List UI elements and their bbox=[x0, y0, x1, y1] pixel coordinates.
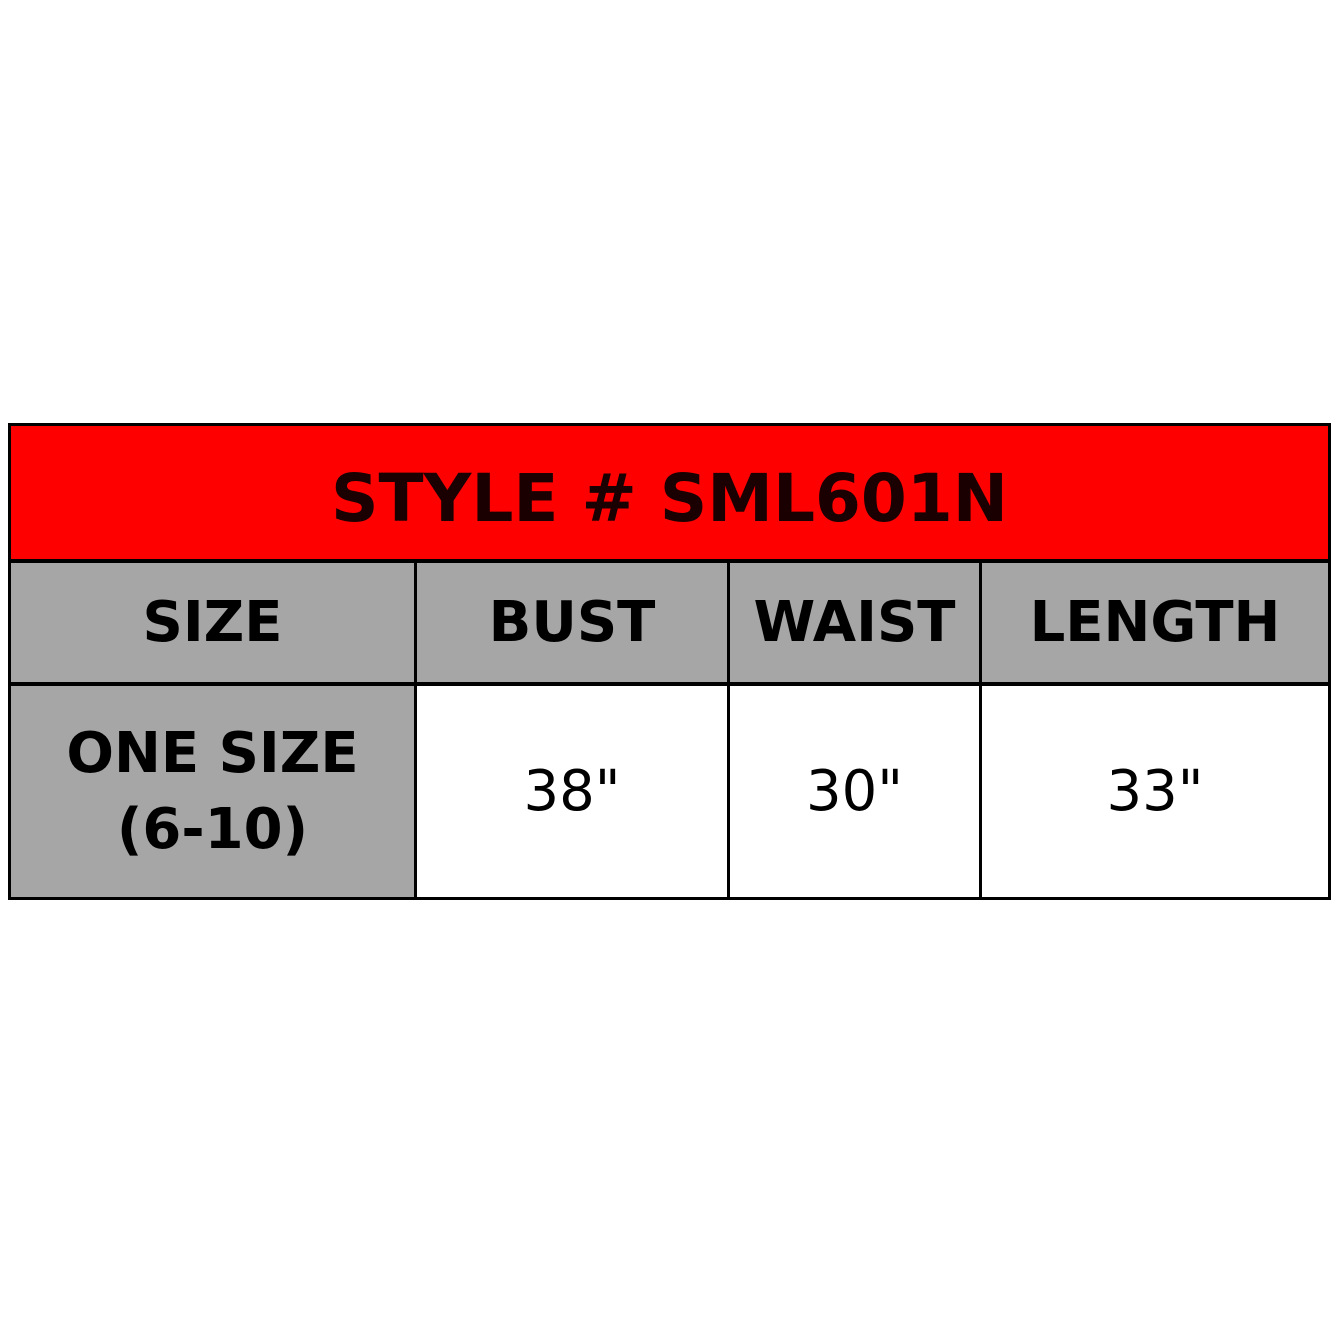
header-length: LENGTH bbox=[982, 563, 1328, 682]
size-chart-table: STYLE # SML601N SIZE BUST WAIST LENGTH O… bbox=[8, 423, 1331, 900]
header-waist: WAIST bbox=[730, 563, 982, 682]
header-row: SIZE BUST WAIST LENGTH bbox=[11, 563, 1328, 686]
size-range: (6-10) bbox=[116, 796, 309, 862]
header-bust: BUST bbox=[417, 563, 730, 682]
size-label: ONE SIZE bbox=[66, 720, 359, 786]
size-cell: ONE SIZE (6-10) bbox=[11, 686, 417, 897]
length-value: 33" bbox=[982, 686, 1328, 897]
style-title: STYLE # SML601N bbox=[11, 426, 1328, 563]
waist-value: 30" bbox=[730, 686, 982, 897]
header-size: SIZE bbox=[11, 563, 417, 682]
bust-value: 38" bbox=[417, 686, 730, 897]
table-row: ONE SIZE (6-10) 38" 30" 33" bbox=[11, 686, 1328, 897]
